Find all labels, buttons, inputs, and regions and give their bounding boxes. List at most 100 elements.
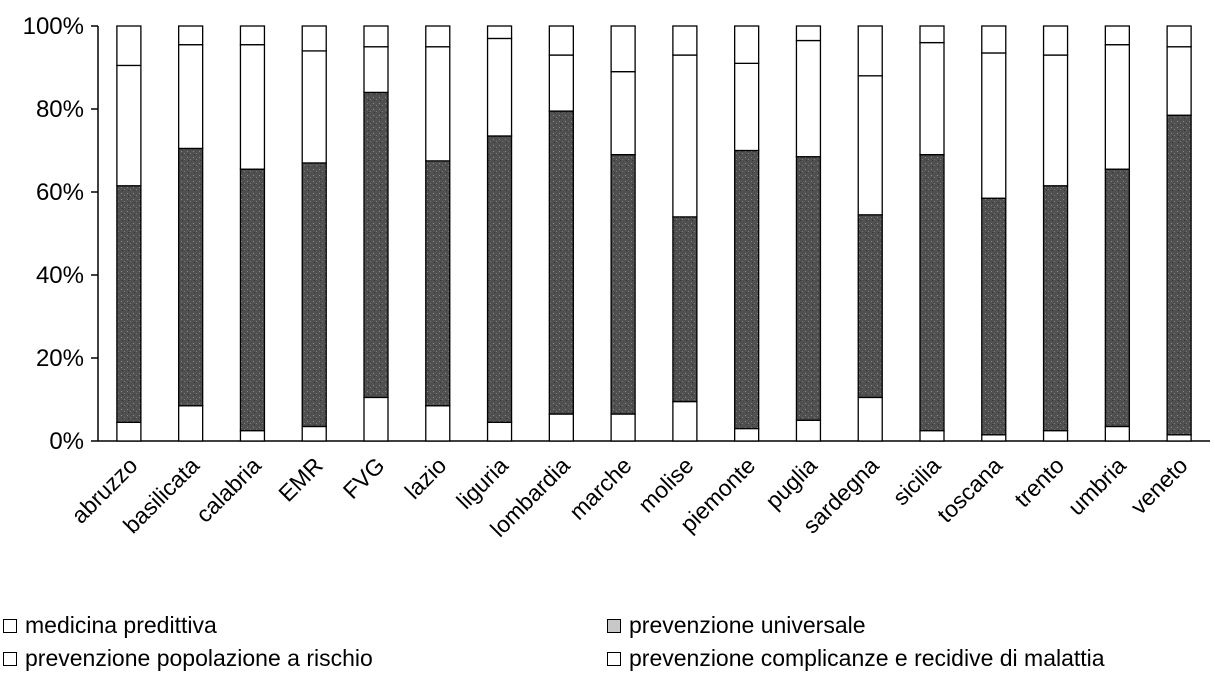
bar-segment xyxy=(239,25,266,46)
bar-segment xyxy=(301,25,327,52)
legend-label: prevenzione complicanze e recidive di ma… xyxy=(629,645,1105,671)
legend-item-medicina-predittiva: medicina predittiva xyxy=(3,612,217,639)
bar-segment xyxy=(239,429,266,442)
legend-swatch xyxy=(607,618,621,633)
bar-segment xyxy=(116,421,142,442)
bar-segment xyxy=(1166,434,1192,442)
bar-segment xyxy=(363,25,389,48)
bar-segment xyxy=(919,25,945,44)
y-axis: 0% 20% 40% 60% 80% 100% xyxy=(23,13,1210,455)
bar-segment xyxy=(672,216,698,403)
bar-segment xyxy=(116,64,142,187)
legend-swatch xyxy=(3,618,17,633)
bar-segment xyxy=(425,405,451,442)
bar-segment xyxy=(981,197,1007,436)
bar-segment xyxy=(672,54,698,218)
y-tick-label: 20% xyxy=(36,345,84,372)
bar-segment xyxy=(610,25,636,73)
bar-segment xyxy=(239,168,266,432)
x-tick-label: umbria xyxy=(1063,452,1131,520)
x-tick-label: trento xyxy=(1009,452,1069,512)
y-tick-label: 40% xyxy=(36,262,84,289)
bar-segment xyxy=(363,91,389,399)
bar-segment xyxy=(1104,168,1130,428)
bar-segment xyxy=(734,149,760,430)
bar-segment xyxy=(1104,44,1130,170)
bar-segment xyxy=(1104,425,1130,442)
x-tick-label: calabria xyxy=(191,452,266,527)
legend-label: prevenzione popolazione a rischio xyxy=(25,645,373,671)
bar-segment xyxy=(795,419,822,442)
bars xyxy=(116,25,1192,442)
bar-segment xyxy=(178,147,204,407)
bar-segment xyxy=(981,25,1007,54)
x-tick-label: FVG xyxy=(338,452,390,504)
x-tick-label: marche xyxy=(564,452,637,525)
legend-swatch xyxy=(607,651,621,666)
bar-segment xyxy=(1166,114,1192,436)
legend-item-prevenzione-universale: prevenzione universale xyxy=(607,612,866,639)
bar-segment xyxy=(1166,46,1192,116)
bar-segment xyxy=(857,25,883,77)
bar-segment xyxy=(919,153,945,432)
bar-segment xyxy=(981,52,1007,199)
bar-segment xyxy=(1042,54,1069,187)
y-tick-label: 60% xyxy=(36,179,84,206)
bar-segment xyxy=(548,110,574,415)
bar-segment xyxy=(672,25,698,56)
bar-segment xyxy=(795,39,822,158)
bar-segment xyxy=(425,46,451,162)
x-tick-label: veneto xyxy=(1125,452,1192,519)
x-tick-label: sicilia xyxy=(887,452,945,510)
legend-label: medicina predittiva xyxy=(25,612,217,638)
legend-swatch xyxy=(3,651,17,666)
x-tick-label: lazio xyxy=(399,452,451,504)
bar-segment xyxy=(486,37,513,137)
bar-segment xyxy=(116,185,142,423)
bar-segment xyxy=(425,160,451,407)
bar-segment xyxy=(857,214,883,399)
bar-segment xyxy=(1166,25,1192,48)
bar-segment xyxy=(610,71,636,156)
bar-segment xyxy=(486,421,513,442)
bar-segment xyxy=(548,25,574,56)
bar-segment xyxy=(734,62,760,152)
bar-segment xyxy=(301,425,327,442)
bar-segment xyxy=(178,44,204,150)
bar-segment xyxy=(239,44,266,170)
x-tick-label: toscana xyxy=(932,452,1007,527)
bar-segment xyxy=(548,413,574,442)
bar-segment xyxy=(795,156,822,421)
bar-segment xyxy=(1042,185,1069,432)
bar-segment xyxy=(734,25,760,64)
bar-segment xyxy=(363,46,389,94)
bar-segment xyxy=(178,25,204,46)
bar-segment xyxy=(486,25,513,40)
bar-segment xyxy=(734,427,760,442)
bar-segment xyxy=(363,396,389,442)
y-tick-label: 80% xyxy=(36,96,84,123)
bar-segment xyxy=(610,153,636,415)
bar-segment xyxy=(301,162,327,428)
x-tick-label: EMR xyxy=(273,452,328,507)
legend-item-prevenzione-complicanze: prevenzione complicanze e recidive di ma… xyxy=(607,645,1105,672)
bar-segment xyxy=(486,135,513,423)
bar-segment xyxy=(116,25,142,67)
legend-item-prevenzione-popolazione-a-rischio: prevenzione popolazione a rischio xyxy=(3,645,373,672)
bar-segment xyxy=(178,405,204,442)
bar-segment xyxy=(672,400,698,442)
bar-segment xyxy=(857,396,883,442)
stacked-bar-chart: 0% 20% 40% 60% 80% 100% abruzzobasilicatacala… xyxy=(23,13,1210,542)
bar-segment xyxy=(301,50,327,164)
bar-segment xyxy=(425,25,451,48)
bar-segment xyxy=(857,75,883,216)
y-tick-label: 0% xyxy=(49,428,84,455)
bar-segment xyxy=(610,413,636,442)
y-tick-label: 100% xyxy=(23,13,84,40)
bar-segment xyxy=(1042,429,1069,442)
bar-segment xyxy=(981,434,1007,442)
bar-segment xyxy=(795,25,822,42)
bar-segment xyxy=(1042,25,1069,56)
legend-label: prevenzione universale xyxy=(629,612,866,638)
